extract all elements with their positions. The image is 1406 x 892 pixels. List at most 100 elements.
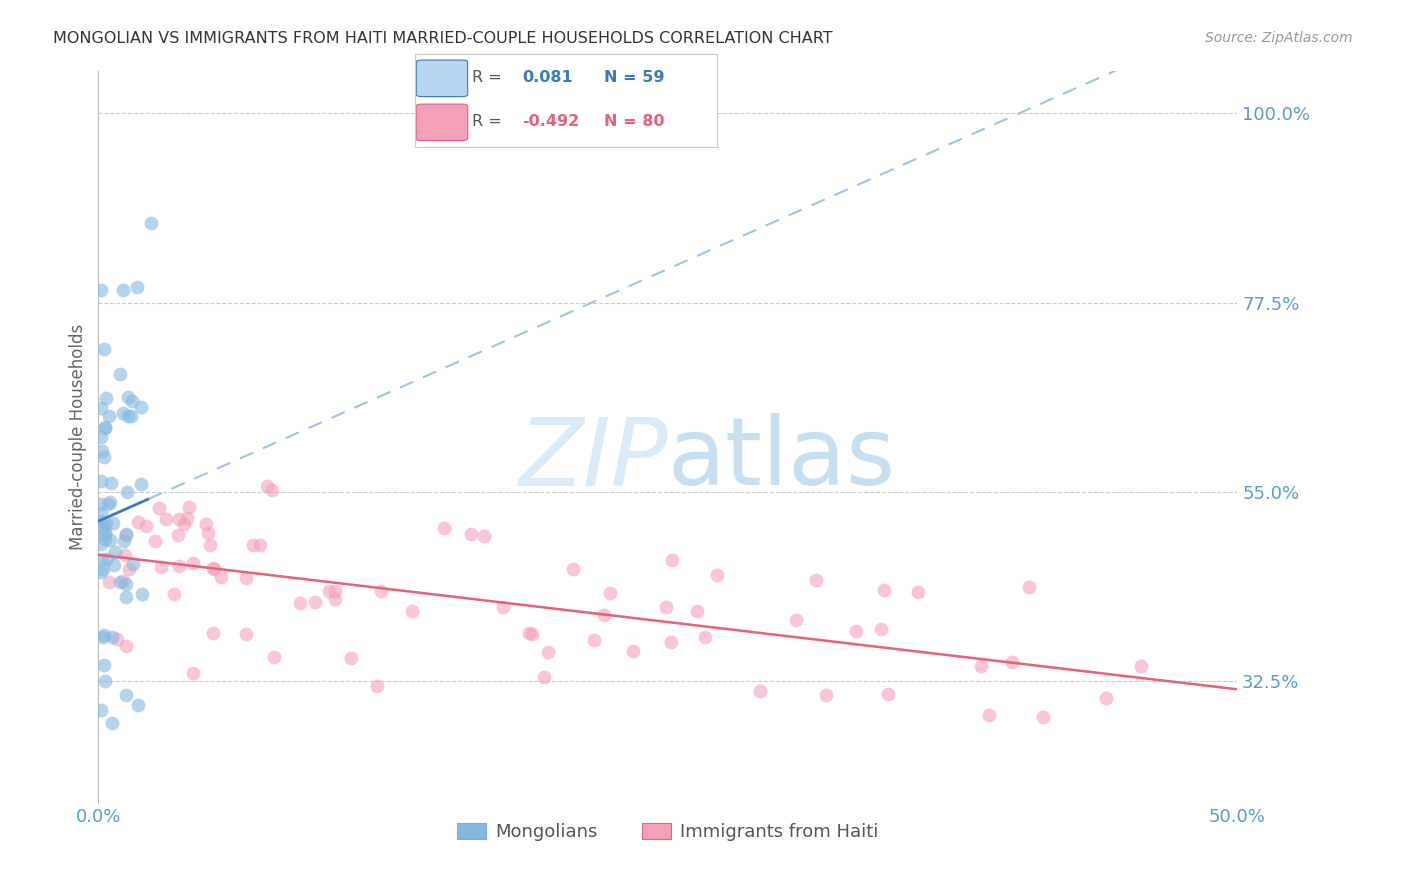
Point [90,474,112,488]
Point [845,624,868,639]
Point [970,659,993,673]
Point [111,574,134,588]
Point [103,558,125,572]
Point [117,390,139,404]
Point [693,630,716,644]
Point [167,558,190,573]
Point [90,497,112,511]
Point [235,627,257,641]
Point [149,560,172,574]
Point [97,409,120,423]
Point [97,575,120,590]
Point [474,529,496,543]
Point [127,515,149,529]
Point [804,573,827,587]
Point [90,401,112,415]
Point [115,577,138,591]
Point [201,626,224,640]
Point [661,553,683,567]
Point [1130,659,1153,673]
Point [90,444,112,458]
Point [101,630,124,644]
Point [173,516,195,531]
Point [873,582,896,597]
Point [167,527,190,541]
Point [202,562,225,576]
Point [621,644,644,658]
Point [121,393,143,408]
Point [90,565,112,579]
Point [1095,691,1118,706]
Point [139,216,162,230]
Point [143,534,166,549]
Point [129,477,152,491]
Point [249,538,271,552]
Point [148,500,170,515]
Point [115,689,138,703]
Text: R =: R = [472,114,502,129]
Point [262,483,284,498]
Point [582,633,605,648]
Point [520,627,543,641]
Point [370,584,392,599]
Point [155,512,177,526]
Point [129,400,152,414]
Point [105,632,128,646]
Point [110,574,132,589]
Point [117,409,139,424]
FancyBboxPatch shape [416,60,468,96]
Point [94,532,117,546]
Point [114,528,136,542]
Point [97,497,120,511]
Point [111,406,134,420]
Point [127,698,149,712]
Point [256,478,278,492]
Text: N = 59: N = 59 [603,70,664,85]
Point [686,604,709,618]
Point [94,526,117,541]
Point [179,500,201,514]
Point [433,521,456,535]
Point [907,585,929,599]
Point [181,665,204,680]
Point [90,514,112,528]
Point [104,545,127,559]
Point [93,342,115,356]
Point [659,635,682,649]
Point [519,625,541,640]
Point [562,562,585,576]
Legend: Mongolians, Immigrants from Haiti: Mongolians, Immigrants from Haiti [450,816,886,848]
Point [460,527,482,541]
Point [876,687,898,701]
Point [198,538,221,552]
Point [593,608,616,623]
Point [1018,580,1040,594]
Point [202,561,225,575]
Y-axis label: Married-couple Households: Married-couple Households [69,324,87,550]
Point [94,524,117,539]
Point [323,583,346,598]
Point [91,520,114,534]
Point [537,645,560,659]
Point [93,628,115,642]
Point [533,670,555,684]
Point [90,283,112,297]
Point [340,651,363,665]
Point [869,622,891,636]
Point [100,716,122,731]
Point [114,548,136,562]
Point [163,587,186,601]
Point [304,595,326,609]
Point [98,495,121,509]
Text: R =: R = [472,70,502,85]
Point [93,673,115,688]
Point [183,556,205,570]
Point [91,562,114,576]
Point [100,476,122,491]
Point [323,591,346,606]
Point [114,526,136,541]
Point [122,557,145,571]
Point [401,604,423,618]
Point [1001,655,1024,669]
Text: ZIP: ZIP [519,414,668,505]
